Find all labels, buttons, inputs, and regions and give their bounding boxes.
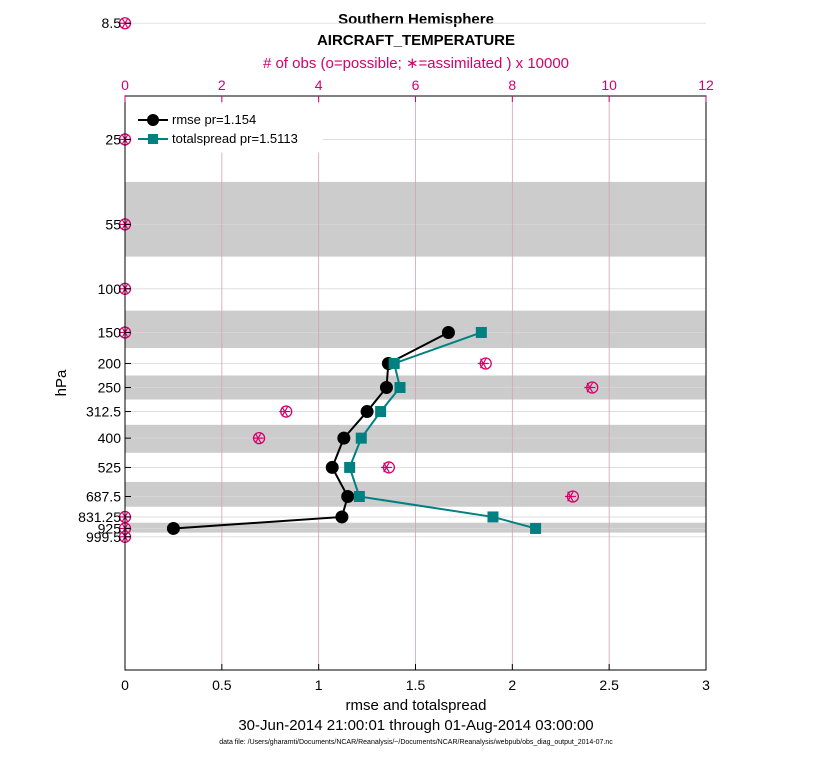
chart-title: Southern Hemisphere (338, 11, 494, 28)
y-tick-label: 150 (98, 324, 122, 340)
legend-box (131, 103, 323, 153)
top-tick-label: 10 (601, 77, 617, 93)
top-tick-label: 6 (412, 77, 420, 93)
y-tick-label: 400 (98, 430, 122, 446)
y-axis-label: hPa (53, 369, 70, 396)
x-tick-label: 2 (508, 677, 516, 693)
totalspread-point (394, 382, 406, 394)
x-tick-label: 0.5 (212, 677, 232, 693)
rmse-point (341, 489, 355, 503)
top-axis-label: # of obs (o=possible; ∗=assimilated ) x … (263, 55, 569, 72)
y-tick-label: 687.5 (86, 488, 121, 504)
x-tick-label: 1 (315, 677, 323, 693)
rmse-point (166, 521, 180, 535)
top-tick-label: 4 (315, 77, 323, 93)
totalspread-point (375, 406, 387, 418)
legend-spread-label: totalspread pr=1.5113 (172, 131, 298, 146)
asterisk-stroke (567, 491, 574, 502)
totalspread-point (487, 511, 499, 523)
x-tick-label: 3 (702, 677, 710, 693)
legend-spread-marker (148, 134, 158, 144)
chart-subtitle: AIRCRAFT_TEMPERATURE (317, 32, 515, 49)
top-tick-label: 8 (508, 77, 516, 93)
obs-assimilated-marker (380, 462, 392, 473)
rmse-point (441, 325, 455, 339)
obs-assimilated-marker (584, 382, 596, 393)
asterisk-stroke (281, 406, 289, 417)
legend-rmse-marker (147, 114, 159, 126)
y-tick-label: 525 (98, 459, 122, 475)
top-tick-label: 2 (218, 77, 226, 93)
legend: rmse pr=1.154 totalspread pr=1.5113 (131, 103, 323, 153)
rmse-point (337, 431, 351, 445)
totalspread-point (530, 522, 542, 534)
y-tick-label: 925 (98, 520, 122, 536)
totalspread-point (344, 461, 356, 473)
axis-ticks: 0 0.5 1 1.5 2 2.5 3 0 2 4 6 8 10 12 8.5 25 55 100 150 200 25… (78, 15, 714, 693)
x-tick-label: 0 (121, 677, 129, 693)
rmse-point (360, 405, 374, 419)
y-tick-label: 312.5 (86, 404, 121, 420)
top-tick-label: 0 (121, 77, 129, 93)
totalspread-point (388, 357, 400, 369)
date-range: 30-Jun-2014 21:00:01 through 01-Aug-2014… (238, 717, 593, 734)
y-tick-label: 8.5 (102, 15, 122, 31)
y-tick-label: 100 (98, 281, 122, 297)
data-file-footnote: data file: /Users/gharamti/Documents/NCA… (219, 739, 613, 746)
obs-assimilated-marker (564, 491, 576, 502)
data-series (166, 325, 542, 535)
asterisk-stroke (586, 382, 594, 393)
x-tick-label: 1.5 (406, 677, 426, 693)
totalspread-point (355, 432, 367, 444)
y-tick-label: 831.25 (78, 509, 121, 525)
rmse-point (379, 381, 393, 395)
totalspread-point (475, 326, 487, 338)
y-tick-label: 25 (105, 131, 121, 147)
y-tick-label: 200 (98, 355, 122, 371)
obs-assimilated-marker (252, 433, 264, 444)
y-tick-label: 999.5 (86, 529, 121, 545)
x-axis-label: rmse and totalspread (346, 697, 487, 714)
asterisk-stroke (480, 358, 487, 369)
obs-assimilated-marker (279, 406, 291, 417)
y-tick-label: 55 (105, 216, 121, 232)
top-tick-label: 12 (698, 77, 714, 93)
legend-rmse-label: rmse pr=1.154 (172, 112, 256, 127)
x-tick-label: 2.5 (599, 677, 619, 693)
rmse-point (325, 460, 339, 474)
asterisk-stroke (383, 462, 390, 473)
obs-assimilated-marker (477, 358, 489, 369)
totalspread-point (353, 490, 365, 502)
asterisk-stroke (254, 433, 262, 444)
rmse-point (335, 510, 349, 524)
y-tick-label: 250 (98, 380, 122, 396)
